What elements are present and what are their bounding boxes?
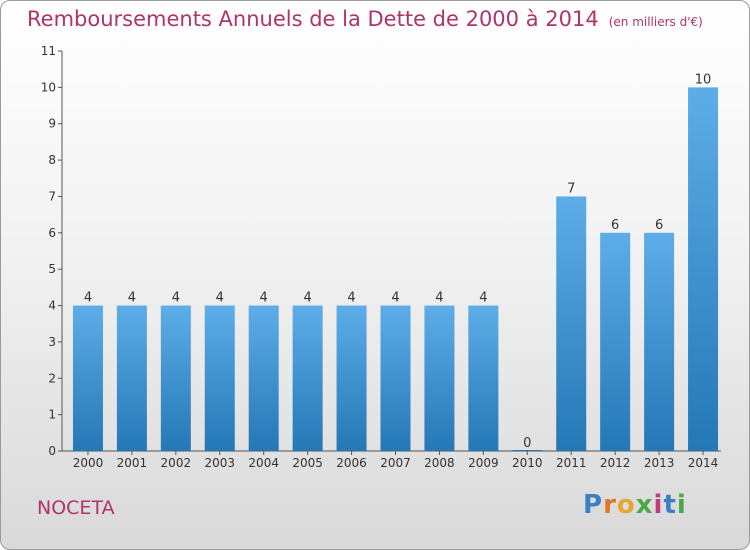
logo-letter: o	[616, 490, 636, 520]
data-label: 7	[567, 181, 575, 196]
bar-2008	[424, 305, 455, 451]
bar-2012	[600, 232, 631, 451]
bars	[72, 87, 719, 451]
data-label: 4	[347, 291, 355, 306]
logo-letter: i	[653, 490, 664, 520]
data-label: 4	[435, 291, 443, 306]
data-label: 0	[523, 436, 531, 451]
y-tick-label: 7	[48, 189, 56, 203]
y-tick-label: 8	[48, 153, 56, 167]
x-tick-label: 2013	[644, 456, 675, 470]
logo-letter: r	[603, 490, 617, 520]
data-label: 4	[84, 291, 92, 306]
bar-2011	[556, 196, 587, 451]
y-tick-label: 6	[48, 226, 56, 240]
data-labels: 4 4 4 4 4 4 4 4 4 4 0 7 6 6 10	[84, 72, 711, 451]
y-tick-label: 5	[48, 262, 56, 276]
data-label: 6	[611, 218, 619, 233]
x-tick-label: 2005	[292, 456, 323, 470]
data-label: 4	[303, 291, 311, 306]
bar-2006	[336, 305, 367, 451]
bar-2000	[72, 305, 103, 451]
data-label: 10	[695, 72, 712, 87]
logo-letter: t	[663, 490, 677, 520]
x-tick-label: 2003	[204, 456, 235, 470]
data-label: 4	[172, 291, 180, 306]
x-tick-label: 2009	[468, 456, 499, 470]
bar-2009	[468, 305, 499, 451]
bar-2013	[644, 232, 675, 451]
x-tick-label: 2012	[600, 456, 631, 470]
data-label: 4	[391, 291, 399, 306]
x-tick-label: 2011	[556, 456, 587, 470]
y-tick-label: 1	[48, 408, 56, 422]
bar-2014	[688, 87, 719, 451]
data-label: 6	[655, 218, 663, 233]
y-tick-label: 3	[48, 335, 56, 349]
commune-name: NOCETA	[37, 497, 115, 519]
bar-2007	[380, 305, 411, 451]
proxiti-logo: Proxiti	[583, 490, 687, 520]
x-tick-label: 2008	[424, 456, 455, 470]
x-tick-label: 2000	[73, 456, 104, 470]
data-label: 4	[260, 291, 268, 306]
logo-letter: P	[583, 490, 604, 520]
bar-2003	[204, 305, 235, 451]
y-tick-label: 11	[41, 44, 56, 58]
bar-2010	[512, 450, 543, 451]
axes: 0 1 2 3 4 5 6 7 8 9 10 11 2000 2001 2002 2003 2004 2005 20…	[41, 44, 721, 470]
y-tick-label: 10	[41, 80, 56, 94]
logo-letter: x	[635, 490, 654, 520]
y-tick-label: 9	[48, 117, 56, 131]
chart-title-text: Remboursements Annuels de la Dette de 20…	[27, 7, 599, 31]
y-tick-label: 0	[48, 444, 56, 458]
x-tick-label: 2010	[512, 456, 543, 470]
chart-title: Remboursements Annuels de la Dette de 20…	[27, 7, 703, 31]
bar-2004	[248, 305, 279, 451]
data-label: 4	[479, 291, 487, 306]
y-tick-label: 2	[48, 371, 56, 385]
bar-2005	[292, 305, 323, 451]
data-label: 4	[216, 291, 224, 306]
x-tick-label: 2014	[688, 456, 719, 470]
bar-2002	[160, 305, 191, 451]
y-tick-label: 4	[48, 299, 56, 313]
bar-2001	[116, 305, 147, 451]
data-label: 4	[128, 291, 136, 306]
x-tick-label: 2002	[161, 456, 192, 470]
x-tick-label: 2007	[380, 456, 411, 470]
logo-letter: i	[676, 490, 687, 520]
x-tick-label: 2001	[117, 456, 148, 470]
chart-unit-label: (en milliers d'€)	[608, 15, 703, 29]
x-tick-label: 2004	[248, 456, 279, 470]
x-tick-label: 2006	[336, 456, 367, 470]
